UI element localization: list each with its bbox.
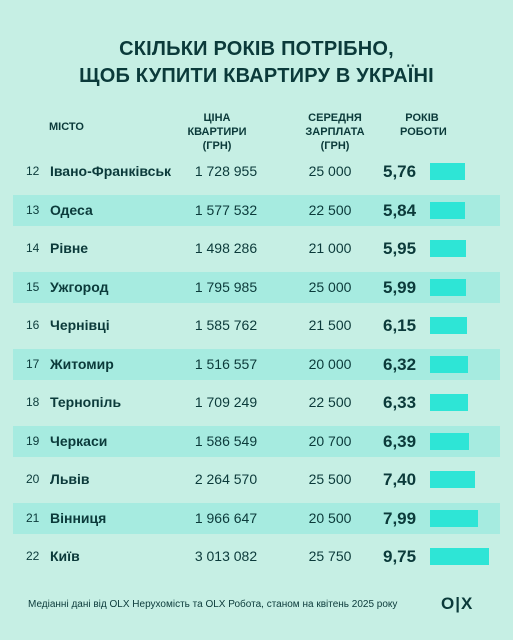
price-value: 1 966 647 <box>194 509 258 526</box>
table-row: 19 Черкаси 1 586 549 20 700 6,39 <box>13 425 500 457</box>
salary-value: 25 500 <box>308 471 352 487</box>
bar <box>430 278 466 296</box>
price-value: 3 013 082 <box>194 548 258 564</box>
bar <box>430 355 468 373</box>
rank-label: 22 <box>26 549 40 563</box>
salary-value: 20 000 <box>308 355 352 372</box>
bar <box>430 240 466 257</box>
city-label: Чернівці <box>50 317 110 333</box>
rank-label: 12 <box>26 164 40 178</box>
salary-value: 21 000 <box>308 240 352 256</box>
rank-label: 17 <box>26 356 40 371</box>
rank-label: 21 <box>26 510 40 525</box>
city-label: Одеса <box>50 201 93 218</box>
price-value: 1 795 985 <box>194 278 258 295</box>
salary-value: 20 700 <box>308 432 352 449</box>
bar <box>430 548 489 565</box>
table-row: 18 Тернопіль 1 709 249 22 500 6,33 <box>13 387 500 418</box>
bar <box>430 317 467 334</box>
bar <box>430 201 465 219</box>
rank-label: 20 <box>26 472 40 486</box>
bar <box>430 432 469 450</box>
city-label: Тернопіль <box>50 394 122 410</box>
table-row: 14 Рівне 1 498 286 21 000 5,95 <box>13 233 500 264</box>
price-value: 1 728 955 <box>194 163 258 179</box>
price-value: 1 709 249 <box>194 394 258 410</box>
title-line-1: СКІЛЬКИ РОКІВ ПОТРІБНО, <box>119 38 394 60</box>
price-value: 1 516 557 <box>194 355 258 372</box>
city-label: Івано-Франківськ <box>50 163 172 179</box>
header-salary-line-2: зарплата (грн) <box>305 126 365 152</box>
city-label: Львів <box>50 471 90 487</box>
header-salary-line-1: Середня <box>308 112 362 124</box>
price-value: 1 586 549 <box>194 432 258 449</box>
table-row: 22 Київ 3 013 082 25 750 9,75 <box>13 541 500 572</box>
title-line-2: ЩОБ КУПИТИ КВАРТИРУ В УКРАЇНІ <box>79 65 434 87</box>
years-value: 6,39 <box>383 431 417 451</box>
years-value: 6,32 <box>383 354 417 374</box>
city-label: Вінниця <box>50 509 107 526</box>
years-value: 5,84 <box>383 200 417 220</box>
bar <box>430 509 478 527</box>
rank-label: 19 <box>26 433 40 448</box>
city-label: Черкаси <box>50 432 108 449</box>
header-city: Місто <box>49 121 84 133</box>
salary-value: 22 500 <box>308 201 352 218</box>
table-row: 17 Житомир 1 516 557 20 000 6,32 <box>13 348 500 380</box>
salary-value: 22 500 <box>308 394 352 410</box>
years-value: 6,33 <box>383 393 417 412</box>
header-years-line-1: Років <box>405 112 439 124</box>
rank-label: 15 <box>26 279 40 294</box>
header-price-line-2: квартири (грн) <box>187 126 247 152</box>
price-value: 1 498 286 <box>194 240 258 256</box>
bar <box>430 471 475 488</box>
table-row: 13 Одеса 1 577 532 22 500 5,84 <box>13 194 500 226</box>
header-price-line-1: Ціна <box>203 112 231 124</box>
city-label: Житомир <box>50 355 114 372</box>
page-title: СКІЛЬКИ РОКІВ ПОТРІБНО, ЩОБ КУПИТИ КВАРТ… <box>0 36 513 90</box>
table-row: 21 Вінниця 1 966 647 20 500 7,99 <box>13 502 500 534</box>
years-value: 5,99 <box>383 277 417 297</box>
bar <box>430 163 465 180</box>
table-row: 20 Львів 2 264 570 25 500 7,40 <box>13 464 500 495</box>
years-value: 6,15 <box>383 316 417 335</box>
header-years: Років роботи <box>400 111 447 139</box>
years-value: 5,95 <box>383 239 417 258</box>
price-value: 2 264 570 <box>194 471 258 487</box>
header-price: Ціна квартири (грн) <box>177 111 257 153</box>
salary-value: 21 500 <box>308 317 352 333</box>
city-label: Рівне <box>50 240 89 256</box>
salary-value: 20 500 <box>308 509 352 526</box>
years-value: 7,99 <box>383 508 417 528</box>
rank-label: 14 <box>26 241 40 255</box>
rank-label: 16 <box>26 318 40 332</box>
city-label: Ужгород <box>50 278 109 295</box>
rank-label: 18 <box>26 395 40 409</box>
table-row: 15 Ужгород 1 795 985 25 000 5,99 <box>13 271 500 303</box>
header-salary: Середня зарплата (грн) <box>290 111 380 153</box>
years-value: 5,76 <box>383 162 417 181</box>
source-note: Медіанні дані від OLX Нерухомість та OLX… <box>28 599 398 610</box>
years-value: 9,75 <box>383 547 417 566</box>
rank-label: 13 <box>26 202 40 217</box>
price-value: 1 585 762 <box>194 317 258 333</box>
salary-value: 25 000 <box>308 278 352 295</box>
table-row: 16 Чернівці 1 585 762 21 500 6,15 <box>13 310 500 341</box>
salary-value: 25 750 <box>308 548 352 564</box>
price-value: 1 577 532 <box>194 201 258 218</box>
city-label: Київ <box>50 548 80 564</box>
salary-value: 25 000 <box>308 163 352 179</box>
years-value: 7,40 <box>383 470 417 489</box>
header-years-line-2: роботи <box>400 126 447 138</box>
bar <box>430 394 468 411</box>
table-row: 12 Івано-Франківськ 1 728 955 25 000 5,76 <box>13 156 500 187</box>
olx-logo: O|X <box>441 594 474 613</box>
